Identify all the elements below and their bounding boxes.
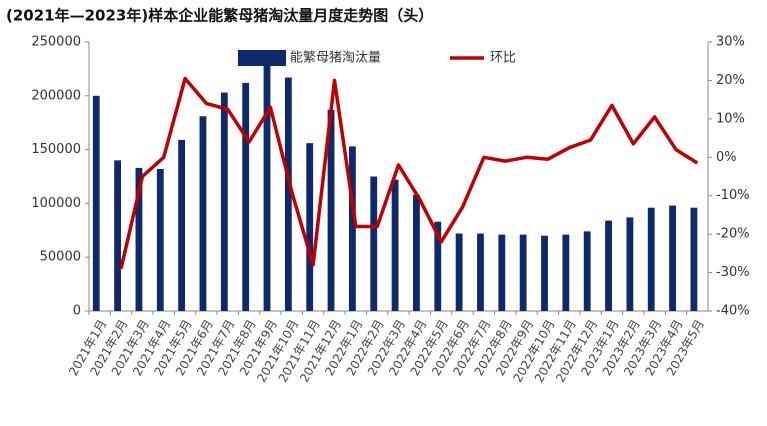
y-tick-label: 200000 [31,88,81,103]
bar [626,217,634,311]
bar [306,143,314,311]
bar [455,233,463,311]
bar [135,167,143,311]
legend-swatch [238,50,286,66]
bar [541,235,548,311]
y-tick-label: 0 [73,304,81,319]
y-tick-label: 100000 [31,196,81,211]
bar [156,168,164,311]
bar [583,231,591,311]
y2-tick-label: 0% [716,150,737,165]
bar [498,234,506,311]
bar [370,176,378,311]
bar [669,205,676,311]
bar [178,139,186,311]
y2-tick-label: -40% [716,304,750,319]
bar [434,221,442,311]
line [119,76,699,270]
y2-tick-label: -30% [716,265,750,280]
bar [284,77,292,312]
bar [220,92,228,312]
y2-tick-label: 30% [716,35,745,50]
bar [605,220,612,311]
bar [562,234,570,311]
bar [242,82,250,311]
y2-tick-label: 10% [716,111,745,126]
bar [413,194,420,311]
y-tick-label: 150000 [31,142,81,157]
bar [690,207,698,311]
bar [647,207,655,311]
bar [519,234,527,311]
chart-title: (2021年—2023年)样本企业能繁母猪淘汰量月度走势图（头） [6,7,433,25]
bar [327,109,335,312]
y2-tick-label: 20% [716,73,745,88]
y2-tick-label: -10% [716,188,750,203]
bar [199,116,207,311]
bar [391,179,399,311]
bar [477,233,484,311]
y-tick-label: 50000 [40,250,81,265]
bar [348,146,356,311]
bar [92,95,100,311]
legend-label: 能繁母猪淘汰量 [290,50,381,66]
y2-tick-label: -20% [716,227,750,242]
legend-label: 环比 [490,51,516,66]
bar [263,55,271,311]
bar [114,160,122,311]
y-tick-label: 250000 [31,35,81,50]
